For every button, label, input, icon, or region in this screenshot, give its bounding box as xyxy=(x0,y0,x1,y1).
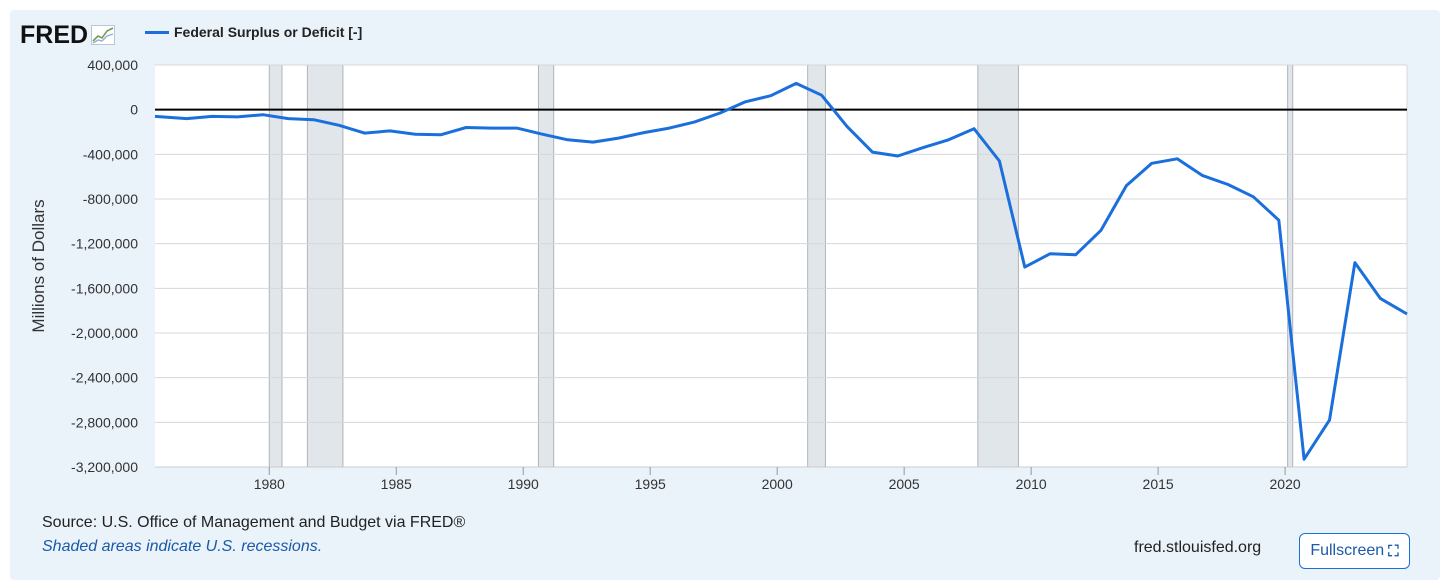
fred-logo-text: FRED xyxy=(20,20,89,49)
x-tick-label: 2020 xyxy=(1270,476,1301,492)
y-tick-label: -800,000 xyxy=(83,191,138,207)
fred-logo[interactable]: FRED xyxy=(20,20,116,50)
source-text: Source: U.S. Office of Management and Bu… xyxy=(42,514,466,531)
x-tick-label: 2005 xyxy=(889,476,920,492)
y-tick-label: -400,000 xyxy=(83,146,138,162)
y-tick-label: 400,000 xyxy=(87,57,138,73)
line-chart: 1980 1985 1990 1995 2000 2005 2010 2015 2020 400… xyxy=(29,57,1408,492)
y-tick-label: -2,000,000 xyxy=(71,325,138,341)
x-tick-label: 2015 xyxy=(1143,476,1174,492)
x-tick-label: 1980 xyxy=(254,476,285,492)
x-tick-label: 2010 xyxy=(1016,476,1047,492)
recession-band xyxy=(977,65,1019,467)
series-line-federal-surplus-deficit xyxy=(154,81,1408,461)
legend-swatch xyxy=(145,30,169,34)
y-tick-label: -1,600,000 xyxy=(71,280,138,296)
x-tick-label: 1990 xyxy=(508,476,539,492)
y-tick-label: -2,400,000 xyxy=(71,370,138,386)
fullscreen-icon: ⛶ xyxy=(1388,542,1399,560)
recession-band xyxy=(269,65,282,467)
y-tick-label: -3,200,000 xyxy=(71,459,138,475)
recession-band xyxy=(807,65,826,467)
recession-note: Shaded areas indicate U.S. recessions. xyxy=(42,538,323,555)
x-tick-label: 2000 xyxy=(762,476,793,492)
chart-legend: Federal Surplus or Deficit [-] xyxy=(145,24,362,40)
y-tick-label: -1,200,000 xyxy=(71,236,138,252)
x-tick-label: 1985 xyxy=(381,476,412,492)
recession-band xyxy=(1287,65,1293,467)
y-tick-label: 0 xyxy=(130,102,138,118)
y-tick-label: -2,800,000 xyxy=(71,414,138,430)
recession-band xyxy=(307,65,343,467)
legend-label: Federal Surplus or Deficit [-] xyxy=(174,24,363,40)
recession-band xyxy=(538,65,554,467)
chart-trend-icon xyxy=(91,25,116,45)
y-axis-label: Millions of Dollars xyxy=(29,199,48,332)
fullscreen-label: Fullscreen xyxy=(1310,542,1385,559)
x-tick-label: 1995 xyxy=(635,476,666,492)
site-link[interactable]: fred.stlouisfed.org xyxy=(1134,539,1262,556)
fullscreen-button[interactable]: Fullscreen ⛶ xyxy=(1299,533,1410,569)
